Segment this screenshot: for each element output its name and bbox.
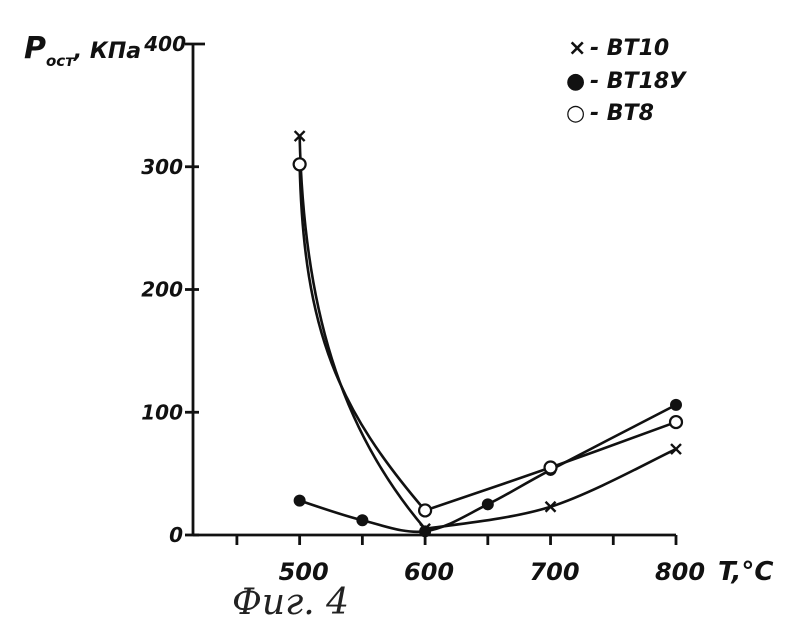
x-ticks: 500600700800 [237,535,705,586]
y-tick-label: 0 [169,523,183,547]
y-axis-title-sub: ост [46,52,75,70]
x-tick-label: 800 [655,558,705,586]
y-ticks: 0 100 200 300 400 [141,32,199,547]
series-line-bt10 [300,136,676,529]
legend-label-bt10: - ВТ10 [590,36,669,61]
legend-symbol-bt10: × [568,36,586,61]
figure-caption: Фиг. 4 [232,582,349,623]
marker-dot-bt18u [419,525,431,537]
x-tick-label: 700 [529,558,579,586]
y-tick-label: 100 [141,400,183,424]
y-axis-title-unit: , КПа [73,39,141,64]
y-axis-title-main: P [24,31,46,66]
legend-label-bt18u: - ВТ18У [590,69,687,94]
y-tick-label: 400 [143,32,186,56]
marker-circle-bt8 [545,461,557,473]
marker-x-bt10 [671,444,681,454]
marker-circle-bt8 [419,504,431,516]
legend-label-bt8: - ВТ8 [590,101,654,126]
legend-symbol-bt18u: ● [566,69,585,94]
marker-dot-bt18u [356,514,368,526]
series-line-bt8 [300,164,676,510]
marker-dot-bt18u [294,495,306,507]
y-tick-label: 300 [141,155,183,179]
y-axis-title: Pост, КПа [24,31,141,70]
marker-dot-bt18u [670,399,682,411]
marker-dot-bt18u [482,498,494,510]
series-layer [300,136,676,532]
x-axis-title: T,°C [718,557,774,587]
marker-circle-bt8 [294,158,306,170]
legend-symbol-bt8: ○ [566,101,585,126]
legend: × - ВТ10 ● - ВТ18У ○ - ВТ8 [566,36,687,126]
y-tick-label: 200 [141,278,183,302]
marker-circle-bt8 [670,416,682,428]
x-tick-label: 600 [404,558,454,586]
